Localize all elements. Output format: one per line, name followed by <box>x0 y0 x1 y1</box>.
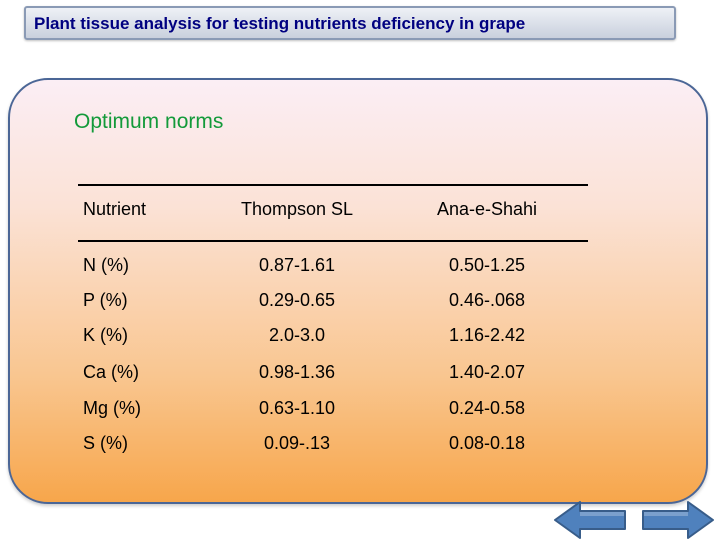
table-cell-ana-e-shahi: 0.08-0.18 <box>448 433 526 453</box>
left-arrow-icon <box>554 501 626 539</box>
table-cell-ana-e-shahi: 0.46-.068 <box>448 290 526 310</box>
table-cell-thompson-sl: 2.0-3.0 <box>268 325 326 345</box>
table-cell-ana-e-shahi: 0.50-1.25 <box>448 255 526 275</box>
content-panel <box>8 78 708 504</box>
table-cell-nutrient: K (%) <box>83 325 128 345</box>
panel-heading: Optimum norms <box>74 110 224 133</box>
table-cell-ana-e-shahi: 0.24-0.58 <box>448 398 526 418</box>
table-cell-thompson-sl: 0.63-1.10 <box>258 398 336 418</box>
table-cell-thompson-sl: 0.09-.13 <box>263 433 331 453</box>
slide-title: Plant tissue analysis for testing nutrie… <box>34 14 526 33</box>
table-cell-thompson-sl: 0.87-1.61 <box>258 255 336 275</box>
table-cell-nutrient: Mg (%) <box>83 398 141 418</box>
table-cell-nutrient: N (%) <box>83 255 129 275</box>
header-nutrient: Nutrient <box>83 199 147 219</box>
table-cell-ana-e-shahi: 1.16-2.42 <box>448 325 526 345</box>
header-thompson-sl: Thompson SL <box>240 199 354 219</box>
header-ana-e-shahi: Ana-e-Shahi <box>436 199 538 219</box>
back-button[interactable] <box>552 500 628 540</box>
table-cell-nutrient: Ca (%) <box>83 362 140 382</box>
table-cell-thompson-sl: 0.29-0.65 <box>258 290 336 310</box>
right-arrow-icon <box>642 501 714 539</box>
forward-button[interactable] <box>640 500 716 540</box>
table-cell-nutrient: S (%) <box>83 433 128 453</box>
table-top-rule <box>78 184 588 186</box>
table-cell-ana-e-shahi: 1.40-2.07 <box>448 362 526 382</box>
slide-title-bar: Plant tissue analysis for testing nutrie… <box>24 6 676 40</box>
table-cell-nutrient: P (%) <box>83 290 128 310</box>
table-cell-thompson-sl: 0.98-1.36 <box>258 362 336 382</box>
table-header-rule <box>78 240 588 242</box>
